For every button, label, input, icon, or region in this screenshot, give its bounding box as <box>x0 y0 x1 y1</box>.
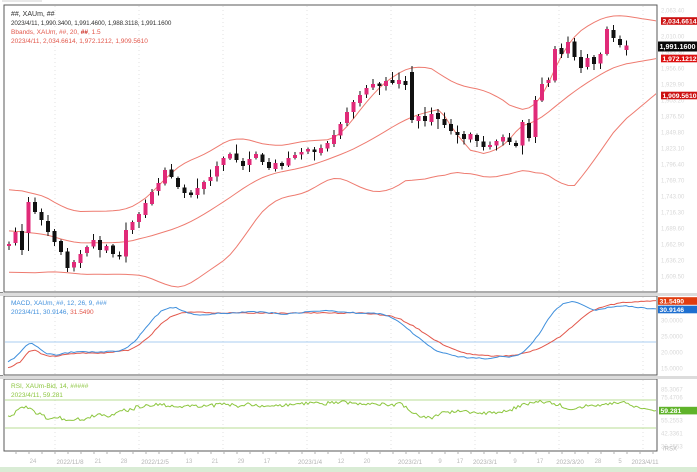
svg-text:2023/1/4: 2023/1/4 <box>298 459 323 466</box>
svg-text:2022/11/8: 2022/11/8 <box>56 459 84 466</box>
svg-text:1,796.40: 1,796.40 <box>661 163 685 169</box>
svg-text:1,929.90: 1,929.90 <box>661 83 685 89</box>
svg-text:1,903.20: 1,903.20 <box>661 99 685 105</box>
svg-text:59.281: 59.281 <box>661 408 682 415</box>
svg-text:30.2553: 30.2553 <box>661 445 683 451</box>
svg-text:17: 17 <box>537 459 544 465</box>
svg-text:1,823.10: 1,823.10 <box>661 147 685 153</box>
svg-text:31.5490: 31.5490 <box>660 298 685 305</box>
svg-text:1,743.00: 1,743.00 <box>661 195 685 201</box>
svg-text:1,662.90: 1,662.90 <box>661 243 685 249</box>
svg-text:17: 17 <box>457 459 464 465</box>
svg-text:29: 29 <box>238 459 245 465</box>
svg-text:1,609.50: 1,609.50 <box>661 275 685 281</box>
svg-text:9: 9 <box>438 459 442 465</box>
svg-text:21: 21 <box>212 459 219 465</box>
svg-text:30.0000: 30.0000 <box>661 319 683 325</box>
svg-text:20: 20 <box>364 459 371 465</box>
svg-text:1,636.20: 1,636.20 <box>661 259 685 265</box>
svg-text:30.9146: 30.9146 <box>660 307 685 314</box>
svg-text:13: 13 <box>186 459 193 465</box>
svg-text:2,063.40: 2,063.40 <box>661 9 685 15</box>
svg-text:35.0000: 35.0000 <box>661 303 683 309</box>
svg-text:2023/4/11, 1,990.3400, 1,991.4: 2023/4/11, 1,990.3400, 1,991.4600, 1,988… <box>11 20 172 27</box>
svg-text:1,972.1212: 1,972.1212 <box>663 56 697 63</box>
svg-text:2022/12/5: 2022/12/5 <box>141 459 169 466</box>
svg-text:28: 28 <box>595 459 602 465</box>
svg-text:12: 12 <box>338 459 345 465</box>
svg-text:2023/4/11, 59.281: 2023/4/11, 59.281 <box>11 392 63 399</box>
svg-text:1,956.60: 1,956.60 <box>661 67 685 73</box>
svg-text:2023/4/11, 30.9146, 31.5490: 2023/4/11, 30.9146, 31.5490 <box>11 309 94 316</box>
svg-text:17: 17 <box>264 459 271 465</box>
svg-text:28: 28 <box>121 459 128 465</box>
svg-text:1,909.5610: 1,909.5610 <box>663 93 697 100</box>
svg-text:5: 5 <box>618 459 622 465</box>
svg-text:25.0000: 25.0000 <box>661 335 683 341</box>
svg-text:2023/2/1: 2023/2/1 <box>398 459 423 466</box>
svg-text:2,034.6614: 2,034.6614 <box>663 18 697 25</box>
svg-text:1,876.50: 1,876.50 <box>661 115 685 121</box>
svg-text:9: 9 <box>513 459 517 465</box>
svg-text:1,849.80: 1,849.80 <box>661 131 685 137</box>
svg-text:2,010.00: 2,010.00 <box>661 35 685 41</box>
svg-text:20.0000: 20.0000 <box>661 351 683 357</box>
svg-text:/RSX: /RSX <box>663 447 677 453</box>
svg-text:1,769.70: 1,769.70 <box>661 179 685 185</box>
svg-text:24: 24 <box>30 459 37 465</box>
svg-text:Bbands, XAUm, ##, 20, ##, 1.5: Bbands, XAUm, ##, 20, ##, 1.5 <box>11 29 101 36</box>
svg-text:2023/3/1: 2023/3/1 <box>473 459 498 466</box>
svg-text:MACD, XAUm, ##, 12, 26, 9, ###: MACD, XAUm, ##, 12, 26, 9, ### <box>11 300 107 307</box>
svg-text:1,983.30: 1,983.30 <box>661 51 685 57</box>
svg-text:2023/4/11: 2023/4/11 <box>631 459 659 466</box>
svg-text:2023/3/20: 2023/3/20 <box>556 459 584 466</box>
svg-text:55.2553: 55.2553 <box>661 419 683 425</box>
svg-text:15.0000: 15.0000 <box>661 367 683 373</box>
svg-text:1,716.30: 1,716.30 <box>661 211 685 217</box>
svg-text:2023/4/11, 2,034.6614, 1,972.1: 2023/4/11, 2,034.6614, 1,972.1212, 1,909… <box>11 38 148 45</box>
svg-text:##, XAUm, ##: ##, XAUm, ## <box>11 11 55 18</box>
svg-text:RSI, XAUm-Bid, 14, #####: RSI, XAUm-Bid, 14, ##### <box>11 383 89 390</box>
svg-text:1,991.1600: 1,991.1600 <box>660 42 696 51</box>
svg-text:42.3361: 42.3361 <box>661 432 683 438</box>
svg-text:1,689.60: 1,689.60 <box>661 227 685 233</box>
svg-text:85.3067: 85.3067 <box>661 388 683 394</box>
svg-text:21: 21 <box>95 459 102 465</box>
svg-text:75.4706: 75.4706 <box>661 396 683 402</box>
